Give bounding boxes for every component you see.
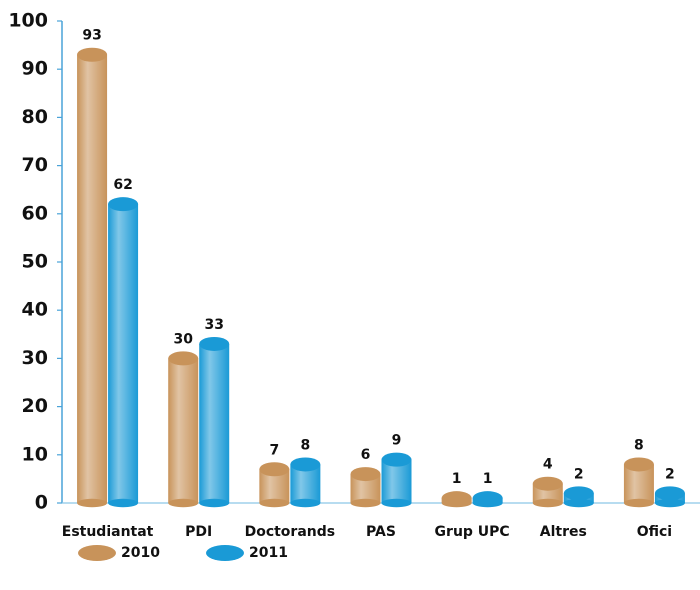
x-tick-label: PAS: [366, 524, 396, 540]
legend-label: 2010: [121, 545, 160, 561]
value-label: 2: [665, 466, 675, 482]
x-tick-label: Ofici: [637, 524, 672, 540]
bar-base: [108, 498, 139, 508]
legend-label: 2011: [249, 545, 288, 561]
bar-top: [563, 486, 594, 501]
bar-shade: [199, 343, 230, 503]
value-label: 1: [483, 471, 493, 487]
legend-swatch: [78, 545, 116, 561]
bar-base: [199, 498, 230, 508]
bar-base: [623, 498, 654, 508]
bar-top: [108, 197, 139, 212]
y-tick-label: 50: [22, 251, 48, 273]
value-label: 2: [574, 466, 584, 482]
bar-shade: [108, 204, 139, 503]
bar-shade: [77, 54, 108, 504]
bar-top: [77, 47, 108, 62]
y-tick-label: 70: [22, 154, 48, 176]
y-tick-label: 80: [22, 106, 48, 128]
bar-top: [168, 351, 199, 366]
bar-base: [563, 498, 594, 508]
y-tick-label: 0: [35, 492, 48, 514]
x-tick-label: Grup UPC: [435, 524, 510, 540]
value-label: 62: [113, 177, 132, 193]
value-label: 30: [173, 331, 193, 347]
bar-top: [259, 462, 290, 477]
y-tick-label: 100: [8, 10, 48, 32]
value-label: 1: [452, 471, 462, 487]
y-tick-label: 40: [22, 299, 48, 321]
bar-top: [532, 476, 563, 491]
value-label: 9: [392, 433, 402, 449]
x-tick-label: Doctorands: [245, 524, 336, 540]
bar-top: [441, 491, 472, 506]
bar-top: [472, 491, 503, 506]
bar-base: [654, 498, 685, 508]
bar-base: [290, 498, 321, 508]
bar-top: [623, 457, 654, 472]
value-label: 8: [634, 437, 644, 453]
x-tick-label: Altres: [540, 524, 587, 540]
bar-base: [259, 498, 290, 508]
y-tick-label: 20: [22, 395, 48, 417]
value-label: 8: [300, 437, 310, 453]
value-label: 93: [82, 28, 101, 44]
bar-base: [350, 498, 381, 508]
bar-top: [350, 467, 381, 482]
y-tick-label: 30: [22, 347, 48, 369]
bar-base: [532, 498, 563, 508]
bar-shade: [168, 358, 199, 503]
y-tick-label: 10: [22, 443, 48, 465]
bar-top: [654, 486, 685, 501]
bar-base: [77, 498, 108, 508]
bar-base: [168, 498, 199, 508]
x-tick-label: PDI: [185, 524, 212, 540]
value-label: 4: [543, 457, 553, 473]
value-label: 7: [269, 442, 279, 458]
bar-base: [381, 498, 412, 508]
value-label: 33: [204, 317, 223, 333]
y-tick-label: 60: [22, 202, 48, 224]
bar-top: [290, 457, 321, 472]
legend-swatch: [206, 545, 244, 561]
y-tick-label: 90: [22, 58, 48, 80]
x-tick-label: Estudiantat: [62, 524, 154, 540]
bar-top: [199, 336, 230, 351]
value-label: 6: [361, 447, 371, 463]
bar-top: [381, 452, 412, 467]
bar-shade: [381, 459, 412, 503]
